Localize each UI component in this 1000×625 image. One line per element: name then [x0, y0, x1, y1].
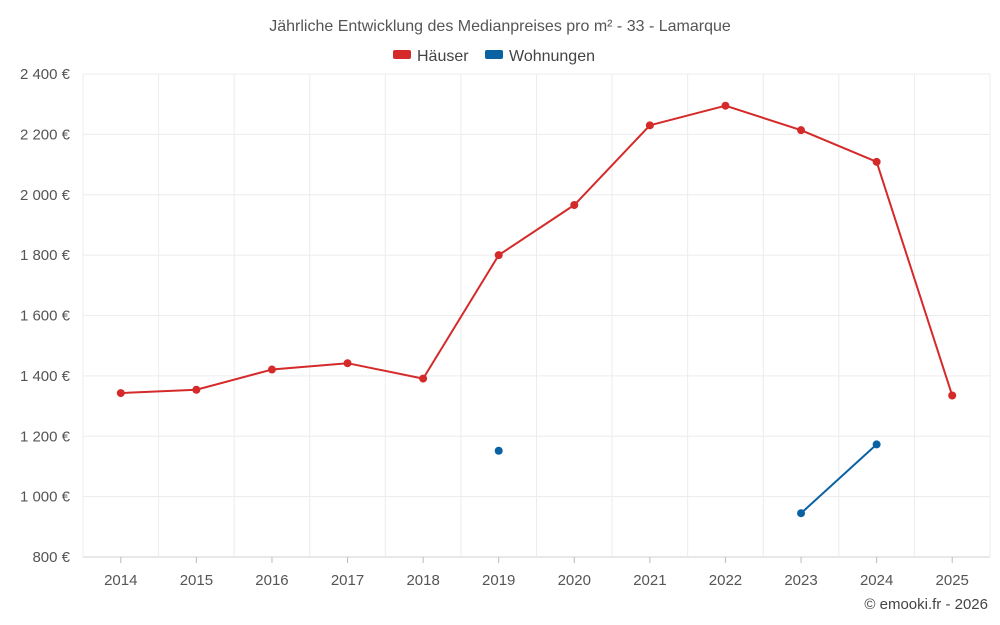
x-tick-label: 2019 [482, 572, 515, 589]
data-point-haeuser[interactable] [872, 157, 881, 166]
y-tick-label: 1 800 € [20, 247, 71, 264]
chart-title: Jährliche Entwicklung des Medianpreises … [269, 18, 731, 35]
legend: Häuser Wohnungen [393, 48, 595, 65]
data-point-wohnungen[interactable] [797, 509, 806, 518]
y-tick-label: 1 600 € [20, 308, 71, 325]
credit-text: © emooki.fr - 2026 [864, 596, 988, 613]
data-point-haeuser[interactable] [645, 121, 654, 130]
data-point-haeuser[interactable] [267, 365, 276, 374]
data-point-haeuser[interactable] [570, 201, 579, 210]
legend-swatch-haeuser[interactable] [393, 50, 411, 59]
x-tick-label: 2022 [709, 572, 742, 589]
legend-swatch-wohnungen[interactable] [485, 50, 503, 59]
data-point-haeuser[interactable] [797, 126, 806, 135]
y-tick-label: 1 000 € [20, 489, 71, 506]
y-tick-label: 2 200 € [20, 126, 71, 143]
x-tick-label: 2024 [860, 572, 893, 589]
x-tick-label: 2016 [255, 572, 288, 589]
data-point-haeuser[interactable] [419, 374, 428, 383]
legend-label-wohnungen[interactable]: Wohnungen [509, 48, 595, 65]
data-point-haeuser[interactable] [948, 391, 957, 400]
x-tick-label: 2021 [633, 572, 666, 589]
data-point-wohnungen[interactable] [872, 440, 881, 449]
y-tick-label: 800 € [32, 549, 70, 566]
y-tick-label: 2 400 € [20, 66, 71, 83]
x-tick-label: 2023 [784, 572, 817, 589]
series-line-haeuser [120, 104, 954, 396]
y-tick-label: 2 000 € [20, 187, 71, 204]
x-tick-label: 2017 [331, 572, 364, 589]
x-tick-label: 2014 [104, 572, 137, 589]
y-tick-label: 1 400 € [20, 368, 71, 385]
legend-label-haeuser[interactable]: Häuser [417, 48, 469, 65]
series [116, 101, 957, 518]
series-line-wohnungen [800, 443, 878, 514]
y-tick-label: 1 200 € [20, 428, 71, 445]
x-tick-label: 2015 [180, 572, 213, 589]
data-point-haeuser[interactable] [494, 251, 503, 260]
grid [82, 73, 991, 558]
data-point-wohnungen[interactable] [494, 446, 503, 455]
data-point-haeuser[interactable] [116, 389, 125, 398]
x-axis: 2014 2015 2016 2017 2018 2019 2020 2021 2022 2023… [104, 557, 969, 589]
series-wohnungen [494, 440, 881, 518]
x-tick-label: 2018 [406, 572, 439, 589]
data-point-haeuser[interactable] [721, 101, 730, 110]
x-tick-label: 2025 [936, 572, 969, 589]
x-tick-label: 2020 [558, 572, 591, 589]
series-haeuser [116, 101, 957, 400]
y-axis: 800 € 1 000 € 1 200 € 1 400 € 1 600 € 1 800 €… [20, 66, 71, 566]
data-point-haeuser[interactable] [192, 385, 201, 394]
data-point-haeuser[interactable] [343, 359, 352, 368]
